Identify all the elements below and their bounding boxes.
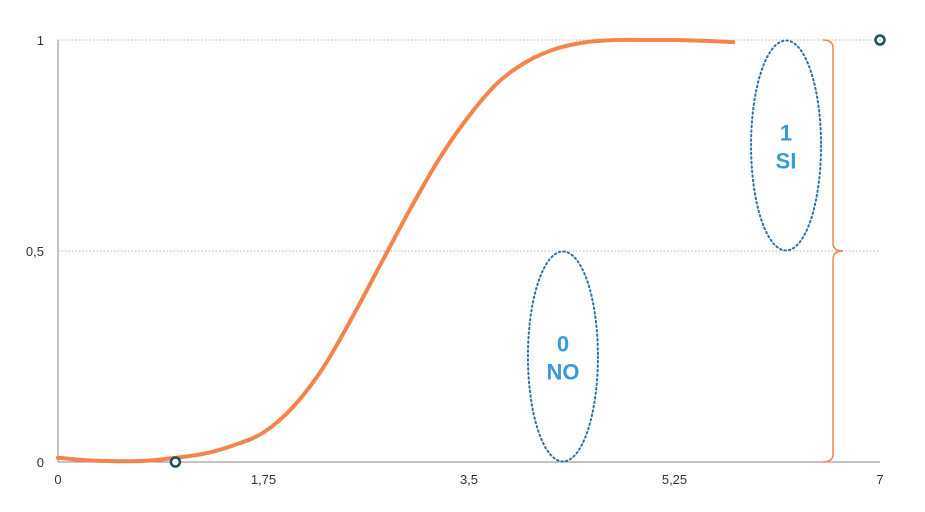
- series-group: [56, 37, 736, 464]
- curly-brace: [823, 39, 844, 463]
- annotation-text: SI: [776, 149, 797, 174]
- annotation-ellipse: [526, 250, 599, 463]
- y-tick-label: 1: [37, 33, 44, 48]
- data-point: [169, 456, 182, 468]
- x-tick-label: 1,75: [251, 472, 276, 487]
- series-line: [56, 37, 736, 464]
- grid-lines: [58, 39, 880, 252]
- annotation-ellipse: [750, 39, 823, 252]
- annotation-text: 0: [557, 332, 569, 357]
- annotation-text: NO: [546, 360, 579, 385]
- annotation-text: 1: [780, 121, 792, 146]
- x-tick-label: 3,5: [460, 472, 478, 487]
- x-tick-label: 5,25: [662, 472, 687, 487]
- x-tick-label: 0: [54, 472, 61, 487]
- x-tick-label: 7: [876, 472, 883, 487]
- annotations: 0 NO 1 SI: [526, 39, 823, 463]
- points-group: [169, 34, 886, 468]
- brace-group: [823, 39, 844, 463]
- data-point: [874, 34, 886, 46]
- y-tick-label: 0,5: [26, 244, 44, 259]
- axes: [57, 40, 880, 463]
- tick-labels: 0 1,75 3,5 5,25 7 0 0,5 1: [26, 33, 884, 487]
- y-tick-label: 0: [37, 455, 44, 470]
